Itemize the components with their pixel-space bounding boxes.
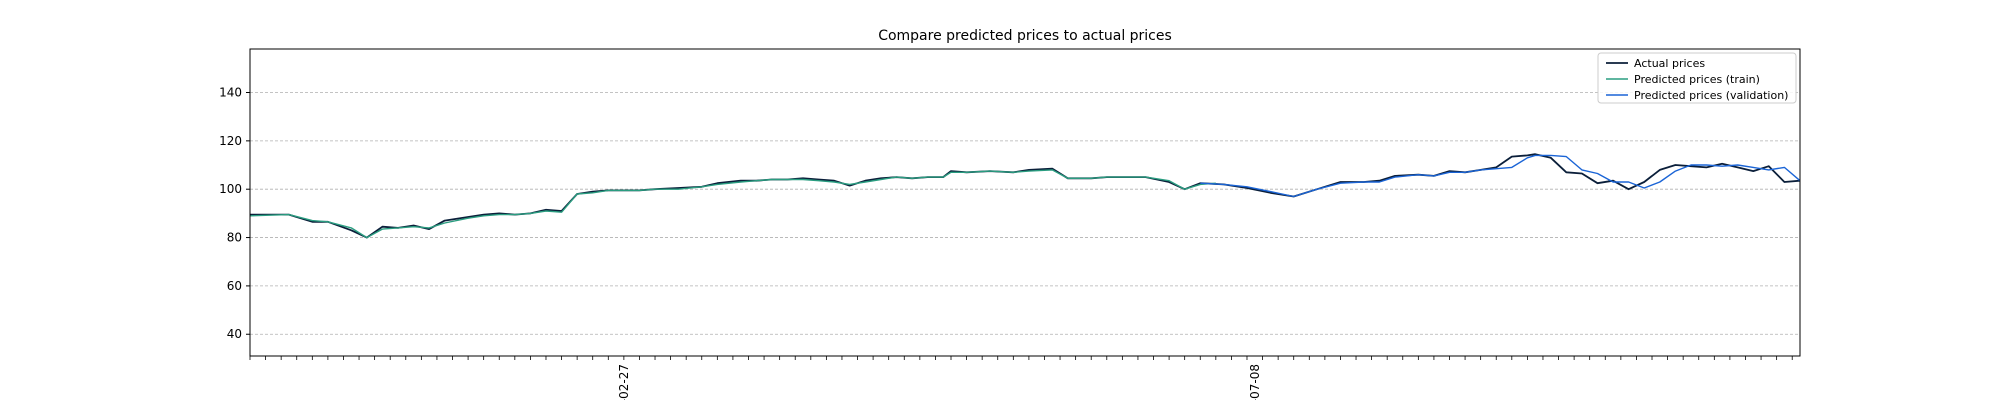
y-tick-label: 40: [227, 327, 242, 341]
legend-label: Actual prices: [1634, 57, 1705, 70]
plot-frame: [249, 48, 1801, 357]
legend-label: Predicted prices (validation): [1634, 89, 1788, 102]
series-lines: [249, 153, 1801, 239]
legend-box: [1597, 52, 1797, 104]
y-tick-label: 100: [219, 182, 242, 196]
grid-lines: [250, 92, 1800, 335]
series-line-3: [1200, 154, 1801, 198]
y-tick-label: 140: [219, 86, 242, 100]
x-tick-label: -02-27: [617, 364, 631, 400]
x-axis: -02-27 -07-08: [249, 356, 1793, 400]
series-line-2: [249, 169, 1216, 239]
legend: Actual prices Predicted prices (train) Pre…: [1597, 52, 1797, 104]
y-axis: 40 60 80 100 120 140: [219, 86, 250, 341]
x-tick-label: -07-08: [1248, 364, 1262, 400]
y-tick-label: 80: [227, 231, 242, 245]
chart-title: Compare predicted prices to actual price…: [878, 28, 1172, 44]
legend-label: Predicted prices (train): [1634, 73, 1760, 86]
y-tick-label: 120: [219, 134, 242, 148]
series-line-1: [250, 153, 1801, 239]
y-tick-label: 60: [227, 279, 242, 293]
